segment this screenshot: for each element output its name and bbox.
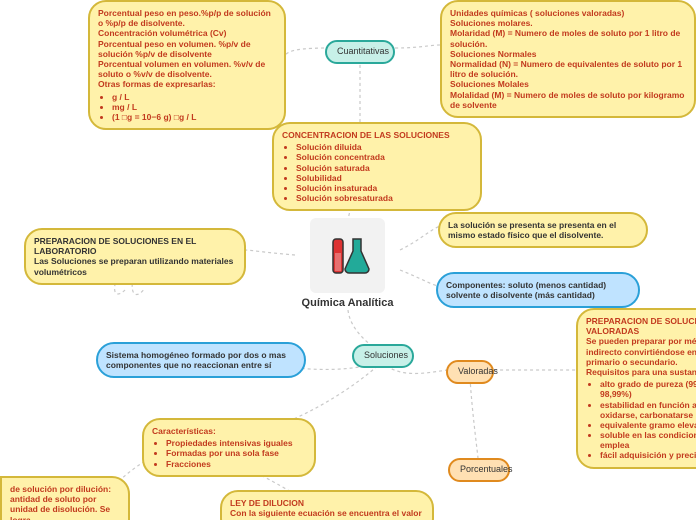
mindmap-canvas: Química Analítica Porcentual peso en pes…	[0, 0, 696, 520]
node-dilucion[interactable]: de solución por dilución:antidad de solu…	[0, 476, 130, 520]
node-cuantitativas[interactable]: Cuantitativas	[325, 40, 395, 64]
node-estado[interactable]: La solución se presenta se presenta en e…	[438, 212, 648, 248]
node-preparacion[interactable]: PREPARACION DE SOLUCIONES EN EL LABORATO…	[24, 228, 246, 285]
center-title: Química Analítica	[290, 297, 405, 309]
node-componentes[interactable]: Componentes: soluto (menos cantidad) sol…	[436, 272, 640, 308]
node-soluciones[interactable]: Soluciones	[352, 344, 414, 368]
node-sistema[interactable]: Sistema homogéneo formado por dos o mas …	[96, 342, 306, 378]
node-porcentual[interactable]: Porcentual peso en peso.%p/p de solución…	[88, 0, 286, 130]
node-prepvaloradas[interactable]: PREPARACION DE SOLUCIONES VALORADASSe pu…	[576, 308, 696, 469]
node-ley[interactable]: LEY DE DILUCIONCon la siguiente ecuación…	[220, 490, 434, 520]
node-unidades[interactable]: Unidades químicas ( soluciones valoradas…	[440, 0, 696, 118]
node-caracteristicas[interactable]: Características:Propiedades intensivas i…	[142, 418, 316, 477]
node-valoradas[interactable]: Valoradas	[446, 360, 494, 384]
node-concentracion[interactable]: CONCENTRACION DE LAS SOLUCIONESSolución …	[272, 122, 482, 211]
center-node[interactable]: Química Analítica	[290, 218, 405, 309]
center-icon	[310, 218, 385, 293]
node-porcentuales[interactable]: Porcentuales	[448, 458, 510, 482]
